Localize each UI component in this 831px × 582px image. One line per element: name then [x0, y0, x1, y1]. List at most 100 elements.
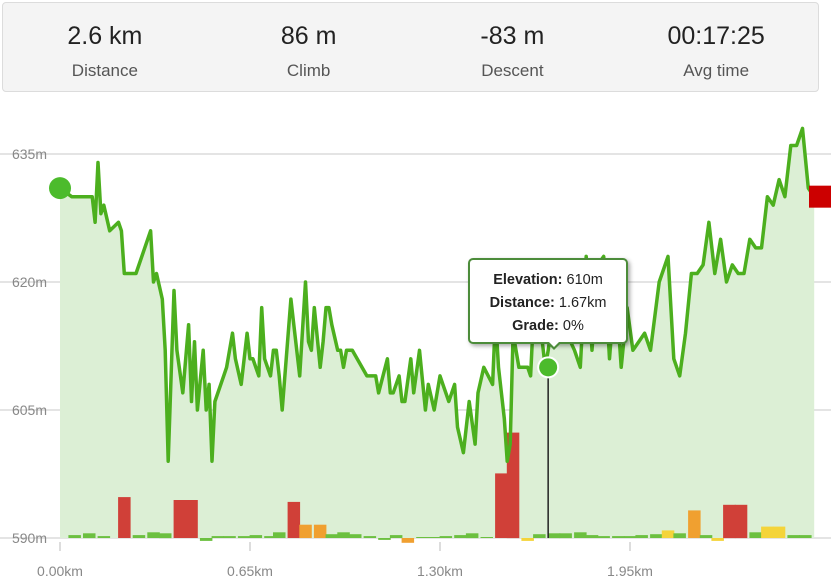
elevation-line-layer[interactable] [58, 126, 816, 463]
grade-bar [480, 537, 493, 538]
stat-label: Avg time [683, 61, 750, 80]
grade-bar [237, 536, 251, 538]
tooltip-distance-label: Distance: [489, 295, 555, 311]
grade-bar [97, 536, 111, 538]
elevation-area [60, 128, 815, 538]
grade-bar [264, 536, 277, 538]
stat-label: Distance [71, 61, 138, 80]
grade-bar [749, 532, 762, 538]
grade-bar [574, 532, 587, 538]
axis-layer: 590m 605m 620m 635m 0.00km 0.65km 1.30km 1.95km [12, 146, 653, 579]
x-tick-label: 1.95km [607, 563, 653, 579]
grade-bar [147, 532, 160, 538]
grade-bar [159, 533, 172, 539]
grade-bar [533, 534, 546, 538]
grade-bar [349, 534, 362, 538]
stat-descent: -83 m Descent [411, 3, 615, 91]
x-tick-label: 1.30km [417, 563, 463, 579]
tooltip-distance-value: 1.67km [558, 295, 607, 311]
grade-bar [787, 535, 800, 538]
tooltip-elevation-label: Elevation: [493, 272, 563, 288]
grade-bar [439, 536, 453, 538]
grade-bar [363, 536, 377, 538]
grade-bar [249, 535, 263, 538]
grade-bars [68, 432, 812, 543]
x-tick-label: 0.65km [227, 563, 273, 579]
tooltip-grade-label: Grade: [512, 318, 559, 334]
area-layer [60, 128, 815, 538]
grade-bar [223, 536, 236, 538]
grade-bar [635, 535, 648, 538]
grade-bar [495, 473, 508, 538]
grade-bar [313, 524, 327, 538]
grade-bar [211, 536, 225, 538]
grade-bar [761, 526, 774, 538]
grade-bar [416, 537, 429, 538]
y-tick-label: 620m [12, 274, 47, 290]
stat-label: Descent [481, 61, 544, 80]
grade-bar [299, 524, 312, 538]
grade-bar [173, 500, 187, 538]
grade-bar [559, 533, 572, 539]
tooltip-grade-value: 0% [562, 318, 584, 334]
grade-bar [521, 538, 534, 541]
grade-bar [68, 535, 81, 538]
grade-bar [650, 534, 663, 538]
x-tick-label: 0.00km [37, 563, 83, 579]
tooltip-distance-row: Distance: 1.67km [470, 292, 626, 315]
grade-bar [287, 501, 301, 538]
grade-bar [799, 535, 812, 538]
grade-bar [734, 504, 748, 539]
chart-tooltip: Elevation: 610m Distance: 1.67km Grade: … [468, 258, 628, 344]
grade-bar [465, 533, 479, 539]
stat-climb: 86 m Climb [207, 3, 411, 91]
start-marker[interactable] [49, 177, 71, 200]
elevation-line[interactable] [58, 126, 816, 463]
grade-bar [83, 533, 96, 539]
end-marker[interactable] [809, 185, 831, 208]
grade-bar [337, 532, 350, 538]
grade-bar [185, 500, 198, 538]
grade-bar [427, 537, 441, 538]
grade-bar [711, 538, 724, 541]
grade-bar [673, 533, 686, 539]
grade-bar [585, 535, 599, 538]
grade-bar [597, 536, 610, 538]
grade-bar [688, 510, 701, 538]
tooltip-grade-row: Grade: 0% [470, 315, 626, 338]
y-tick-label: 590m [12, 530, 47, 546]
stat-value: 00:17:25 [667, 22, 765, 50]
grade-bar [325, 534, 339, 538]
stats-panel: 2.6 km Distance 86 m Climb -83 m Descent… [2, 2, 819, 92]
grade-bar [389, 535, 403, 538]
tooltip-elevation-row: Elevation: 610m [470, 269, 626, 292]
grade-bar [199, 538, 213, 541]
grade-bar [132, 535, 146, 538]
grade-bar [612, 536, 625, 538]
tooltip-elevation-value: 610m [566, 272, 603, 288]
y-tick-label: 635m [12, 146, 47, 162]
stat-value: 86 m [280, 22, 337, 50]
grade-bar [273, 532, 286, 538]
grade-bar [506, 432, 520, 539]
stat-avg-time: 00:17:25 Avg time [614, 3, 818, 91]
stat-distance: 2.6 km Distance [3, 3, 207, 91]
grade-bar [401, 538, 415, 543]
selected-point[interactable] [539, 358, 558, 377]
grade-bar [772, 526, 786, 538]
grade-bar [118, 497, 131, 538]
stat-value: 2.6 km [67, 22, 143, 50]
grade-bar [623, 536, 637, 538]
grade-bar [723, 504, 736, 539]
tooltip-arrow-inner [548, 341, 560, 347]
grade-bar [661, 530, 675, 538]
grade-bar [378, 538, 391, 540]
stat-value: -83 m [480, 22, 545, 50]
y-tick-label: 605m [12, 402, 47, 418]
grade-bar [699, 535, 713, 538]
stat-label: Climb [286, 61, 331, 80]
grade-bar [547, 533, 561, 539]
marker-layer[interactable] [49, 177, 831, 538]
grade-bar [454, 535, 467, 538]
